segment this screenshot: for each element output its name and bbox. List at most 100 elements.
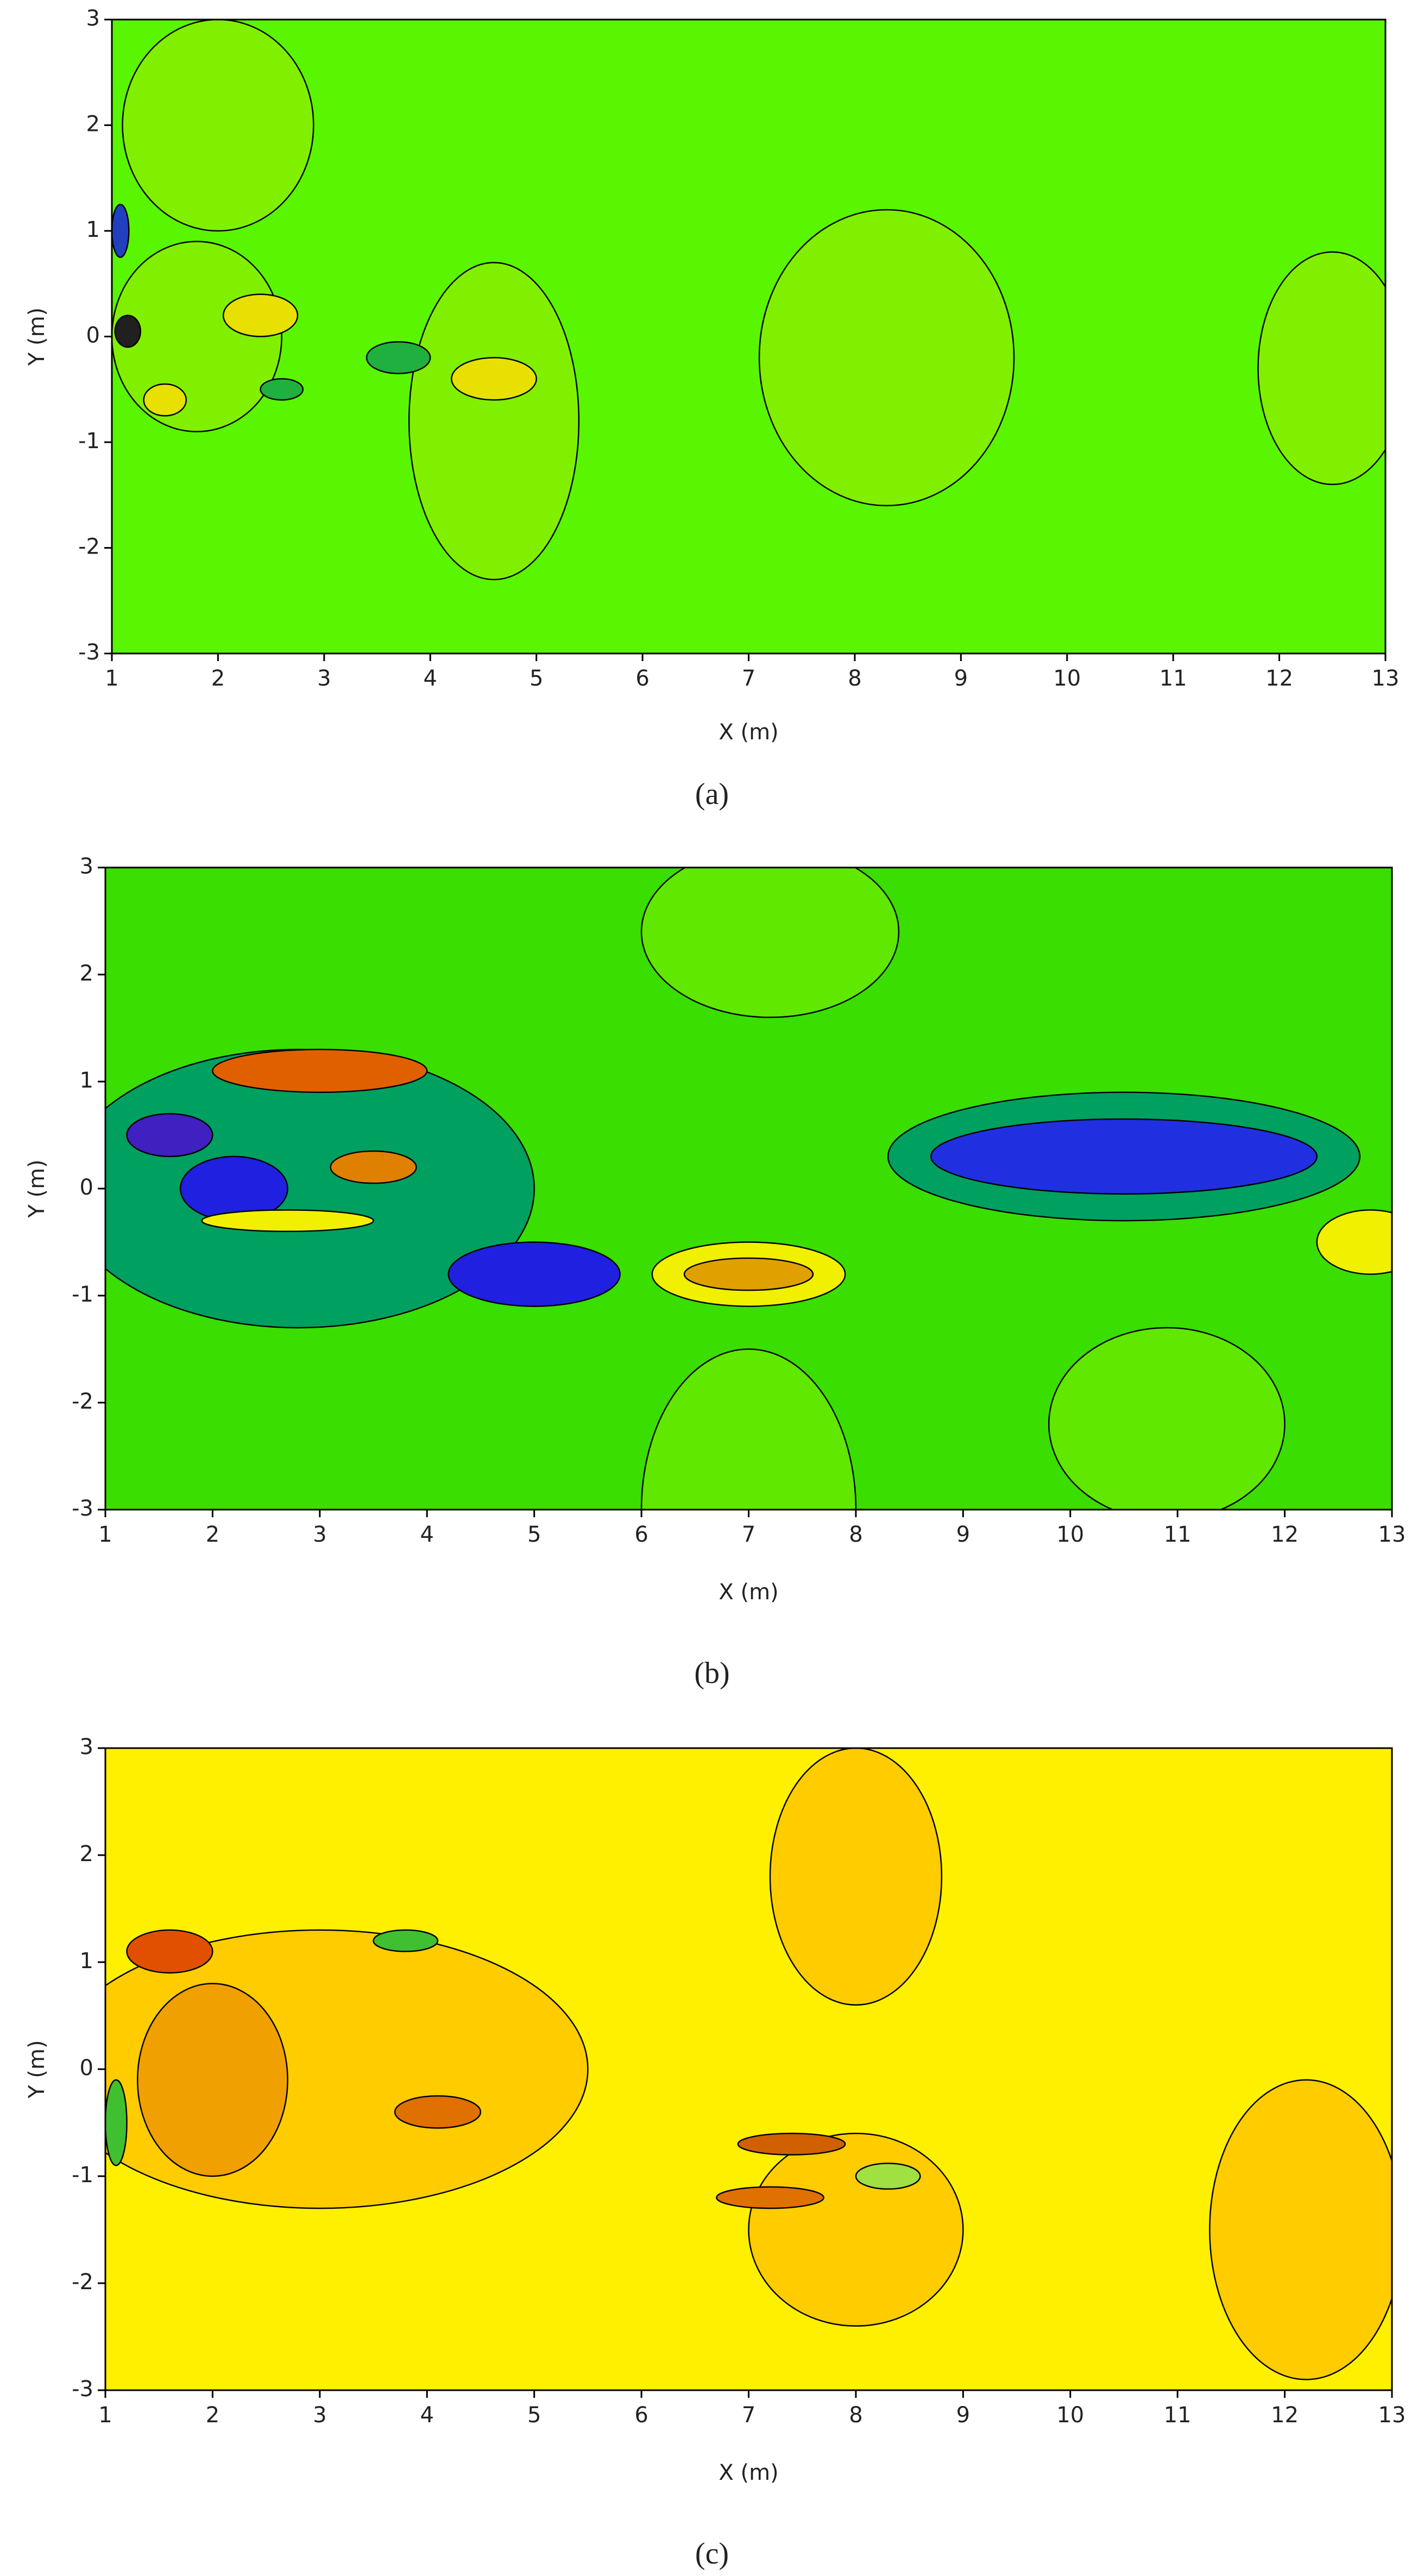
contours [112, 20, 1385, 581]
x-tick-label: 3 [313, 2403, 326, 2428]
contour-region [408, 262, 580, 581]
caption: (a) [695, 777, 729, 811]
caption: (c) [695, 2537, 729, 2571]
contour-region [212, 1048, 428, 1093]
x-tick-label: 8 [849, 2403, 862, 2428]
x-tick-label: 12 [1271, 1522, 1299, 1547]
x-tick-label: 11 [1164, 2403, 1192, 2428]
contour-region [758, 209, 1015, 506]
contour-region [105, 1929, 589, 2209]
y-axis-label: Y (m) [24, 1159, 49, 1218]
x-tick-label: 4 [424, 666, 437, 691]
x-tick-label: 6 [635, 666, 649, 691]
x-tick-label: 5 [527, 2403, 541, 2428]
contour-region [1209, 2079, 1392, 2380]
contour-region [451, 357, 537, 401]
x-tick-label: 6 [634, 2403, 648, 2428]
x-tick-label: 10 [1053, 666, 1081, 691]
x-tick-label: 6 [634, 1522, 648, 1547]
contour-region [330, 1150, 417, 1184]
contour-region [448, 1241, 621, 1307]
y-tick-label: -3 [72, 2377, 93, 2402]
x-tick-label: 13 [1378, 2403, 1406, 2428]
contour-region [143, 383, 187, 417]
x-tick-label: 9 [954, 666, 968, 691]
x-tick-label: 10 [1056, 2403, 1084, 2428]
x-tick-label: 12 [1271, 2403, 1299, 2428]
x-axis-label: X (m) [719, 2460, 778, 2485]
y-tick-label: -2 [78, 535, 100, 560]
y-tick-label: 2 [80, 961, 93, 986]
y-axis-label: Y (m) [24, 2040, 49, 2099]
x-axis-label: X (m) [719, 1580, 778, 1605]
contour-region [1257, 251, 1385, 485]
contour-region [1316, 1209, 1392, 1275]
contours [105, 1748, 1392, 2380]
y-tick-label: -2 [72, 1389, 93, 1414]
x-tick-label: 5 [530, 666, 543, 691]
y-tick-label: -2 [72, 2270, 93, 2295]
y-tick-label: -1 [72, 2163, 93, 2188]
contour-region [769, 1748, 943, 2006]
y-tick-label: -1 [72, 1282, 93, 1307]
x-tick-label: 13 [1372, 666, 1400, 691]
contour-region [126, 1113, 213, 1158]
y-tick-label: 1 [80, 1068, 93, 1093]
contour-region [1048, 1327, 1286, 1510]
y-tick-label: 2 [80, 1842, 93, 1867]
x-tick-label: 9 [956, 2403, 970, 2428]
y-tick-label: 0 [80, 2056, 93, 2081]
x-tick-label: 12 [1265, 666, 1293, 691]
contour-region [748, 2132, 964, 2327]
x-tick-label: 11 [1160, 666, 1187, 691]
x-tick-label: 5 [527, 1522, 541, 1547]
contour-region [930, 1118, 1318, 1195]
contour-region [260, 378, 304, 401]
contour-region [394, 2095, 482, 2129]
x-tick-label: 8 [848, 666, 861, 691]
x-tick-label: 1 [98, 1522, 112, 1547]
x-tick-label: 11 [1164, 1522, 1192, 1547]
y-tick-label: 3 [80, 854, 93, 879]
contour-region [683, 1257, 814, 1291]
contour-region [737, 2132, 846, 2156]
y-tick-label: -3 [78, 640, 100, 665]
contour-region [122, 20, 314, 232]
caption: (b) [694, 1656, 729, 1690]
contour-region [136, 1983, 288, 2177]
contour-region [716, 2186, 824, 2209]
x-tick-label: 1 [105, 666, 118, 691]
x-tick-label: 2 [206, 1522, 219, 1547]
y-tick-label: 0 [86, 323, 100, 348]
x-tick-label: 10 [1056, 1522, 1084, 1547]
contour-region [373, 1929, 439, 1952]
x-tick-label: 3 [317, 666, 331, 691]
y-tick-label: -3 [72, 1496, 93, 1521]
contour-region [114, 315, 142, 348]
contours [105, 868, 1392, 1510]
y-tick-label: 2 [86, 112, 100, 137]
contour-region [640, 1348, 857, 1510]
contour-region [855, 2163, 921, 2190]
contour-region [366, 341, 431, 374]
y-tick-label: 3 [86, 6, 100, 31]
y-tick-label: 1 [80, 1949, 93, 1974]
x-tick-label: 1 [98, 2403, 112, 2428]
x-tick-label: 8 [849, 1522, 862, 1547]
contour-region [126, 1929, 213, 1974]
plot-background [112, 20, 1385, 654]
x-tick-label: 3 [313, 1522, 326, 1547]
y-axis-label: Y (m) [24, 307, 49, 366]
x-axis-label: X (m) [719, 720, 778, 745]
y-tick-label: 3 [80, 1735, 93, 1760]
y-tick-label: 1 [86, 217, 100, 242]
contour-region [222, 293, 299, 337]
y-tick-label: -1 [78, 429, 100, 454]
contour-region [640, 868, 900, 1019]
contour-region [201, 1209, 374, 1233]
x-tick-label: 4 [420, 1522, 434, 1547]
